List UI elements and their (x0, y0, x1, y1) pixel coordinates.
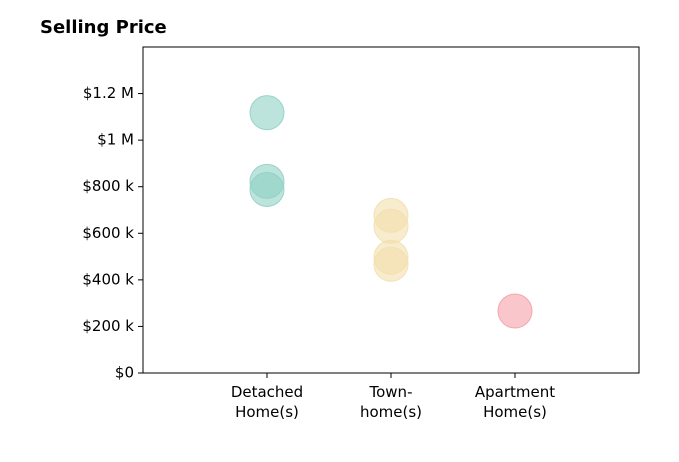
y-tick-label: $600 k (82, 224, 134, 242)
x-tick-label: Apartment Home(s) (475, 383, 555, 421)
y-tick-label: $1.2 M (83, 84, 134, 102)
point (249, 172, 285, 208)
y-tick-label: $800 k (82, 177, 134, 195)
point (249, 95, 285, 131)
point (497, 293, 533, 329)
y-tick-label: $0 (115, 364, 134, 382)
point (373, 246, 409, 282)
x-tick-label-line: Home(s) (235, 403, 299, 421)
y-tick-label: $200 k (82, 317, 134, 335)
y-tick-label: $400 k (82, 270, 134, 288)
y-tick-label: $1 M (97, 131, 134, 149)
x-tick-label: Town-home(s) (360, 383, 422, 421)
x-tick-label-line: Apartment (475, 383, 555, 401)
x-tick-label-line: Town- (369, 383, 413, 401)
x-tick-label-line: Detached (231, 383, 303, 401)
x-tick-label: Detached Home(s) (231, 383, 303, 421)
x-tick-label-line: home(s) (360, 403, 422, 421)
point (373, 208, 409, 244)
x-tick-label-line: Home(s) (483, 403, 547, 421)
chart-title: Selling Price (40, 17, 167, 38)
